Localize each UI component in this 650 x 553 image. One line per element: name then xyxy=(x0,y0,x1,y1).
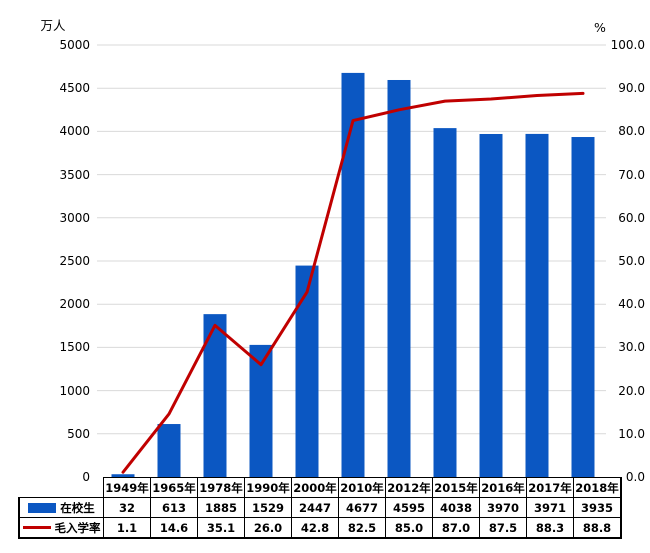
legend-bar-swatch-icon xyxy=(28,502,57,513)
year-header-cell: 1978年 xyxy=(197,477,245,498)
bar-2016年 xyxy=(479,133,503,477)
year-header-cell: 2017年 xyxy=(526,477,574,498)
year-header-cell: 2015年 xyxy=(432,477,480,498)
value-cell-在校生-1965年: 613 xyxy=(150,497,198,518)
bar-2015年 xyxy=(433,128,457,477)
year-header-cell: 2000年 xyxy=(291,477,339,498)
year-header-cell: 1990年 xyxy=(244,477,292,498)
y-axis-left-tick-label: 2000 xyxy=(59,297,90,312)
y-axis-left-tick-label: 3500 xyxy=(59,167,90,182)
table-series-row: 毛入学率 1.1 14.6 35.1 26.0 42.8 82.5 85.0 87.0 87.5 8… xyxy=(18,517,622,539)
value-cell-毛入学率-2015年: 87.0 xyxy=(432,517,480,539)
y-axis-left-tick-label: 500 xyxy=(67,426,90,441)
value-cell-毛入学率-1990年: 26.0 xyxy=(244,517,292,539)
y-axis-left-tick-label: 3000 xyxy=(59,210,90,225)
trend-line-毛入学率 xyxy=(121,91,585,474)
legend-cell: 毛入学率 xyxy=(18,517,104,539)
bar-2012年 xyxy=(387,79,411,477)
value-cell-在校生-1978年: 1885 xyxy=(197,497,245,518)
legend-line-swatch-icon xyxy=(22,525,51,530)
y-axis-left-tick-label: 4500 xyxy=(59,81,90,96)
value-cell-在校生-2010年: 4677 xyxy=(338,497,386,518)
y-axis-right-tick-label: 60.0 xyxy=(618,210,645,225)
value-cell-毛入学率-2010年: 82.5 xyxy=(338,517,386,539)
table-header-row: 1949年 1965年 1978年 1990年 2000年 2010年 2012年 2015年… xyxy=(19,477,622,498)
y-axis-right-tick-label: 50.0 xyxy=(618,254,645,268)
y-axis-right-tick-label: 10.0 xyxy=(618,426,645,441)
value-cell-毛入学率-2000年: 42.8 xyxy=(291,517,339,539)
legend-cell: 在校生 xyxy=(18,497,104,518)
data-table: 1949年 1965年 1978年 1990年 2000年 2010年 2012年 2015年… xyxy=(18,477,622,539)
bar-1978年 xyxy=(203,314,227,477)
bar-2017年 xyxy=(525,133,549,478)
y-axis-left-tick-label: 1000 xyxy=(59,383,90,398)
y-axis-right-tick-label: 0.0 xyxy=(625,470,645,484)
y-axis-left-tick-label: 0 xyxy=(82,470,90,484)
table-series-row: 在校生 32 613 1885 1529 2447 4677 4595 4038 3970 3971… xyxy=(18,497,622,518)
value-cell-毛入学率-2017年: 88.3 xyxy=(526,517,574,539)
year-header-cell: 2016年 xyxy=(479,477,527,498)
value-cell-在校生-1949年: 32 xyxy=(103,497,151,518)
bar-2018年 xyxy=(571,137,595,478)
left-axis-title: 万人 xyxy=(40,18,66,33)
y-axis-right-tick-label: 100.0 xyxy=(610,38,645,52)
y-axis-right-tick-label: 20.0 xyxy=(618,383,645,398)
value-cell-在校生-1990年: 1529 xyxy=(244,497,292,518)
value-cell-毛入学率-2018年: 88.8 xyxy=(573,517,622,539)
y-axis-right-tick-label: 80.0 xyxy=(618,124,645,139)
bar-2010年 xyxy=(341,72,365,478)
value-cell-在校生-2015年: 4038 xyxy=(432,497,480,518)
year-header-cell: 2018年 xyxy=(573,477,622,498)
y-axis-left-tick-label: 1500 xyxy=(59,340,90,355)
y-axis-left-tick-label: 2500 xyxy=(59,254,90,268)
y-axis-right-tick-label: 90.0 xyxy=(618,81,645,96)
value-cell-毛入学率-2012年: 85.0 xyxy=(385,517,433,539)
value-cell-毛入学率-1978年: 35.1 xyxy=(197,517,245,539)
year-header-cell: 1949年 xyxy=(103,477,151,498)
value-cell-毛入学率-1949年: 1.1 xyxy=(103,517,151,539)
bar-1949年 xyxy=(111,474,135,477)
legend-label: 毛入学率 xyxy=(54,520,101,535)
y-axis-right-tick-label: 40.0 xyxy=(618,297,645,312)
value-cell-在校生-2016年: 3970 xyxy=(479,497,527,518)
value-cell-在校生-2000年: 2447 xyxy=(291,497,339,518)
y-axis-right-tick-label: 30.0 xyxy=(618,340,645,355)
year-header-cell: 2010年 xyxy=(338,477,386,498)
year-header-cell: 1965年 xyxy=(150,477,198,498)
value-cell-毛入学率-2016年: 87.5 xyxy=(479,517,527,539)
table-spacer-cell xyxy=(19,478,104,498)
value-cell-毛入学率-1965年: 14.6 xyxy=(150,517,198,539)
value-cell-在校生-2018年: 3935 xyxy=(573,497,622,518)
value-cell-在校生-2017年: 3971 xyxy=(526,497,574,518)
value-cell-在校生-2012年: 4595 xyxy=(385,497,433,518)
bar-1990年 xyxy=(249,344,273,477)
right-axis-title: % xyxy=(594,20,606,35)
y-axis-left-tick-label: 4000 xyxy=(59,124,90,139)
y-axis-right-tick-label: 70.0 xyxy=(618,167,645,182)
bar-1965年 xyxy=(157,424,181,477)
year-header-cell: 2012年 xyxy=(385,477,433,498)
y-axis-left-tick-label: 5000 xyxy=(59,38,90,52)
legend-label: 在校生 xyxy=(60,500,95,515)
bar-2000年 xyxy=(295,265,319,477)
